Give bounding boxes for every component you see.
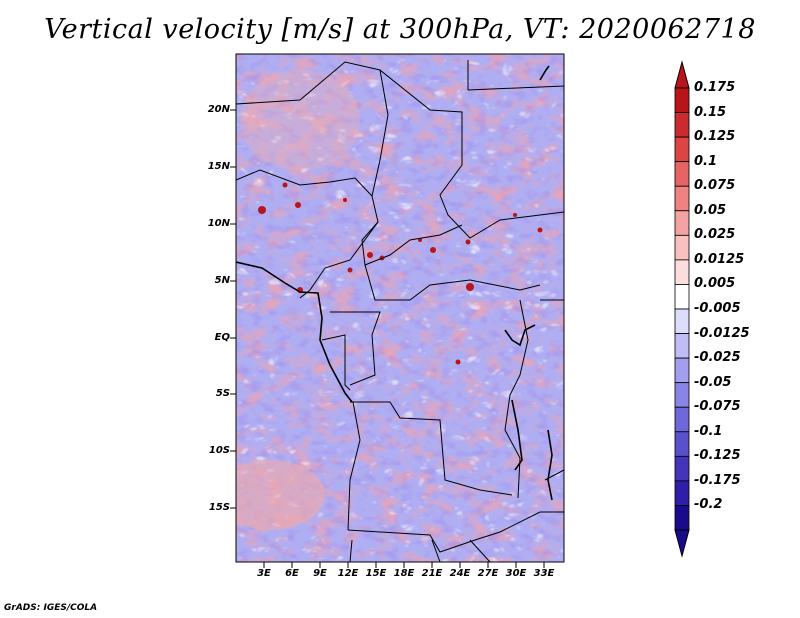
colorbar-segment xyxy=(674,455,690,482)
colorbar-top-arrow xyxy=(674,60,690,89)
lon-label-33e: 33E xyxy=(533,568,555,579)
colorbar-segment xyxy=(674,308,690,334)
colorbar-segment xyxy=(674,161,690,187)
map-frame xyxy=(235,53,565,563)
coastline xyxy=(236,65,553,501)
lon-label-27e: 27E xyxy=(477,568,499,579)
lon-label-24e: 24E xyxy=(449,568,471,579)
colorbar-segment xyxy=(674,136,690,163)
lat-label-5s: 5S xyxy=(215,388,230,399)
lat-label-10n: 10N xyxy=(207,218,230,229)
lon-label-21e: 21E xyxy=(421,568,443,579)
colorbar-label: 0.15 xyxy=(694,104,727,120)
grads-credit: GrADS: IGES/COLA xyxy=(4,603,98,613)
lat-label-eq: EQ xyxy=(214,332,230,343)
lon-label-3e: 3E xyxy=(257,568,271,579)
lat-label-10s: 10S xyxy=(208,445,230,456)
colorbar-label: -0.0125 xyxy=(694,325,750,341)
velocity-field xyxy=(236,54,564,562)
colorbar-segment xyxy=(674,234,690,261)
colorbar-segment xyxy=(674,87,690,113)
colorbar-label: 0.005 xyxy=(694,276,736,292)
lat-label-5n: 5N xyxy=(214,275,230,286)
country-borders xyxy=(236,60,564,562)
lon-ticks xyxy=(263,562,545,568)
colorbar-segment xyxy=(674,431,690,457)
colorbar-label: 0.05 xyxy=(694,202,727,218)
colorbar-label: 0.0125 xyxy=(694,251,745,267)
lon-label-9e: 9E xyxy=(313,568,327,579)
strong-updraft-spots xyxy=(258,182,543,365)
colorbar-segment xyxy=(674,333,690,359)
colorbar-segment xyxy=(674,505,690,531)
colorbar-label: -0.005 xyxy=(694,301,741,316)
lon-label-12e: 12E xyxy=(337,568,359,579)
colorbar-segment xyxy=(674,357,690,384)
colorbar xyxy=(674,60,690,558)
lon-label-6e: 6E xyxy=(285,568,299,579)
colorbar-label: -0.2 xyxy=(694,497,723,513)
lon-label-15e: 15E xyxy=(365,568,387,579)
colorbar-segment xyxy=(674,112,690,138)
colorbar-segment xyxy=(674,185,690,212)
lat-label-15s: 15S xyxy=(208,502,230,513)
lon-label-30e: 30E xyxy=(505,568,527,579)
colorbar-label: -0.125 xyxy=(694,448,741,464)
colorbar-segment xyxy=(674,284,690,310)
lat-label-20n: 20N xyxy=(207,104,230,115)
colorbar-bottom-arrow xyxy=(674,529,690,558)
colorbar-label: -0.1 xyxy=(694,423,723,439)
colorbar-segment xyxy=(674,480,690,506)
lat-ticks xyxy=(230,109,236,509)
colorbar-label: 0.175 xyxy=(694,80,736,95)
colorbar-segment xyxy=(674,406,690,433)
colorbar-label: -0.175 xyxy=(694,472,741,488)
colorbar-label: 0.025 xyxy=(694,227,736,243)
colorbar-segment xyxy=(674,382,690,408)
colorbar-label: -0.075 xyxy=(694,399,741,415)
colorbar-label: 0.1 xyxy=(694,153,718,169)
map-title: Vertical velocity [m/s] at 300hPa, VT: 2… xyxy=(44,14,756,45)
colorbar-segment xyxy=(674,210,690,236)
lat-label-15n: 15N xyxy=(207,161,230,172)
lon-label-18e: 18E xyxy=(393,568,415,579)
colorbar-label: -0.025 xyxy=(694,350,741,366)
colorbar-label: 0.125 xyxy=(694,129,736,145)
colorbar-segment xyxy=(674,259,690,285)
colorbar-label: 0.075 xyxy=(694,178,736,194)
colorbar-label: -0.05 xyxy=(694,374,732,390)
